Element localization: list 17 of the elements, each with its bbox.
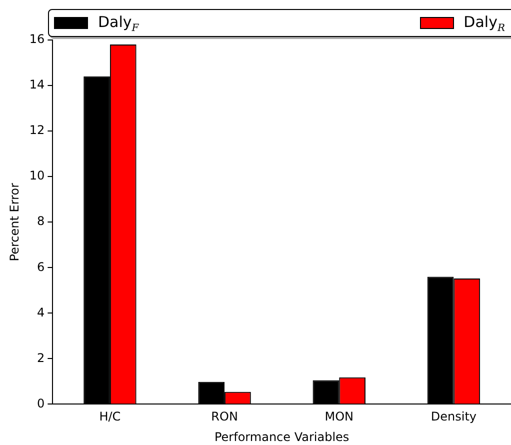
legend-label: Daly$_{R}$ — [464, 12, 505, 34]
x-tick-label: H/C — [99, 410, 121, 424]
y-tick-label: 14 — [29, 78, 45, 92]
x-tick-label: MON — [324, 410, 354, 424]
x-axis-title: Performance Variables — [214, 430, 350, 444]
y-tick-label: 4 — [37, 305, 45, 320]
y-tick-label: 12 — [29, 123, 45, 138]
y-tick-label: 2 — [37, 350, 45, 365]
y-axis-title: Percent Error — [7, 182, 22, 262]
legend-label: Daly$_{F}$ — [98, 12, 139, 34]
y-tick-label: 0 — [37, 396, 45, 410]
y-tick-label: 8 — [37, 214, 45, 228]
x-tick-label: Density — [430, 410, 477, 424]
y-tick-label: 6 — [37, 260, 45, 274]
x-tick-label: RON — [211, 410, 238, 424]
y-tick-label: 10 — [29, 168, 45, 183]
y-tick-label: 16 — [29, 32, 45, 46]
